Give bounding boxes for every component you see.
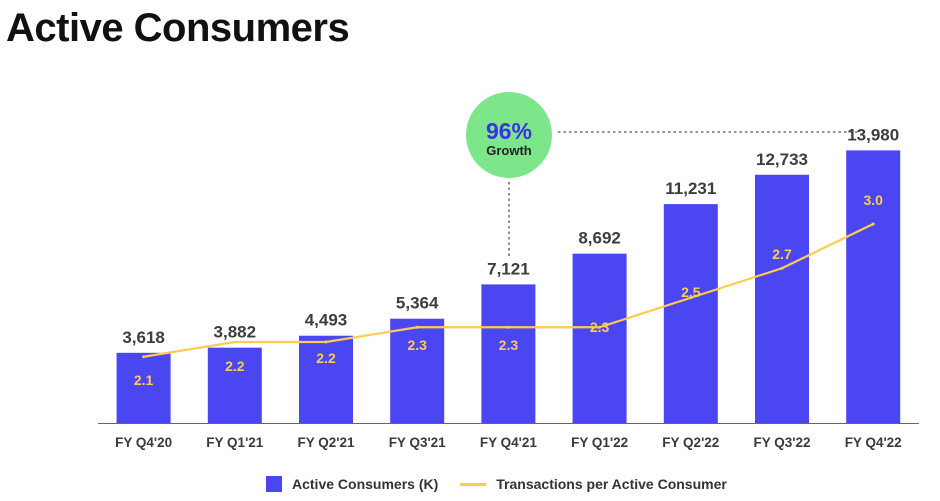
bar-7 (755, 174, 809, 424)
growth-badge-label: Growth (486, 143, 532, 158)
line-point-0 (142, 355, 146, 359)
bar-0 (116, 352, 171, 424)
line-value-label-4: 2.3 (499, 337, 519, 353)
bar-value-label-8: 13,980 (847, 125, 899, 144)
bar-6 (663, 204, 718, 424)
bar-value-label-1: 3,882 (214, 323, 257, 342)
bar-value-label-7: 12,733 (756, 150, 808, 169)
line-point-7 (780, 266, 784, 270)
line-point-8 (871, 222, 875, 226)
line-value-label-1: 2.2 (225, 358, 245, 374)
x-tick-label-6: FY Q2'22 (662, 435, 719, 450)
bar-1 (207, 347, 262, 424)
bar-value-label-4: 7,121 (487, 259, 530, 278)
legend-swatch-line (460, 482, 487, 486)
line-value-label-5: 2.3 (590, 319, 610, 335)
growth-badge-value: 96% (486, 118, 532, 144)
line-value-label-3: 2.3 (407, 337, 427, 353)
x-tick-label-0: FY Q4'20 (115, 435, 172, 450)
x-tick-label-4: FY Q4'21 (480, 435, 537, 450)
bar-value-label-6: 11,231 (665, 179, 716, 198)
line-value-label-0: 2.1 (134, 372, 154, 388)
x-tick-label-2: FY Q2'21 (298, 435, 355, 450)
bar-5 (572, 253, 627, 424)
line-point-1 (233, 340, 237, 344)
bar-8 (846, 150, 901, 424)
line-point-4 (506, 325, 510, 329)
bar-value-label-0: 3,618 (122, 328, 165, 347)
page-title: Active Consumers (6, 6, 350, 50)
bar-value-label-3: 5,364 (396, 294, 439, 313)
bar-3 (390, 318, 445, 424)
bar-value-label-2: 4,493 (305, 311, 348, 330)
line-value-label-2: 2.2 (316, 350, 336, 366)
bar-value-label-5: 8,692 (578, 229, 621, 248)
line-value-label-8: 3.0 (863, 192, 883, 208)
x-tick-label-5: FY Q1'22 (571, 435, 628, 450)
line-point-5 (598, 325, 602, 329)
x-tick-label-1: FY Q1'21 (206, 435, 263, 450)
x-tick-label-7: FY Q3'22 (754, 435, 811, 450)
line-point-2 (324, 340, 328, 344)
line-value-label-7: 2.7 (772, 246, 792, 262)
legend-item-bars: Active Consumers (K) (266, 476, 438, 492)
x-tick-label-3: FY Q3'21 (389, 435, 446, 450)
legend-swatch-bar (266, 476, 282, 492)
bar-4 (481, 284, 536, 424)
line-point-6 (689, 296, 693, 300)
chart-legend: Active Consumers (K) Transactions per Ac… (266, 476, 749, 492)
legend-label-line: Transactions per Active Consumer (496, 476, 727, 492)
legend-item-line: Transactions per Active Consumer (460, 476, 727, 492)
x-tick-label-8: FY Q4'22 (845, 435, 902, 450)
line-value-label-6: 2.5 (681, 284, 701, 300)
bar-2 (299, 335, 353, 424)
line-point-3 (415, 325, 419, 329)
growth-badge (466, 92, 552, 178)
legend-label-bars: Active Consumers (K) (292, 476, 439, 492)
